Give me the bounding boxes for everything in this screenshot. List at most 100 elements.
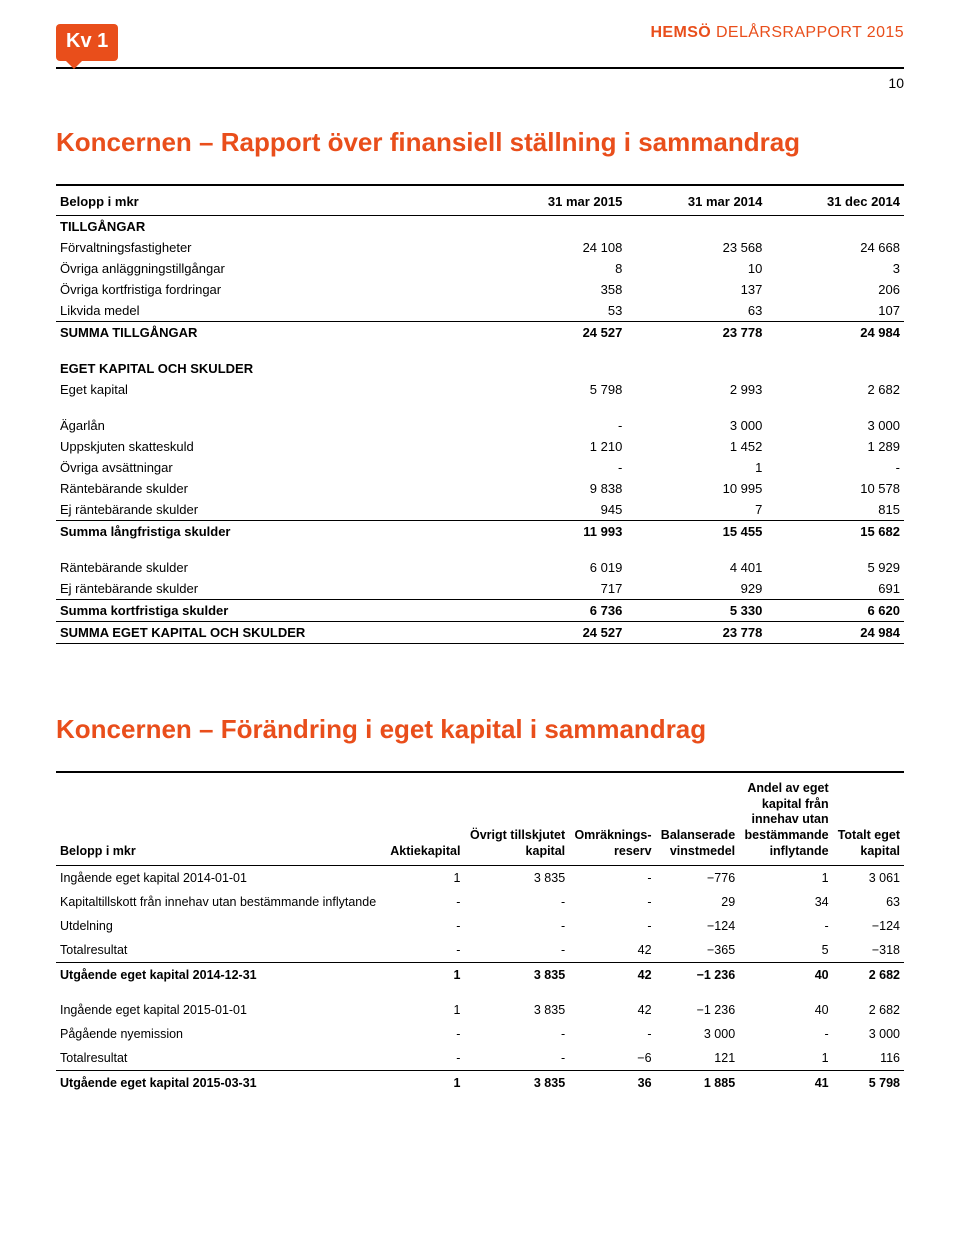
table-cell: - xyxy=(385,1022,464,1046)
table-cell: 24 108 xyxy=(486,237,626,258)
table-cell: 5 929 xyxy=(766,542,904,578)
table-cell: 40 xyxy=(739,963,832,988)
table-cell xyxy=(766,343,904,379)
table-cell: −365 xyxy=(656,938,740,963)
equity-col-2: Övrigt tillskjutetkapital xyxy=(464,772,569,866)
table-cell: 63 xyxy=(626,300,766,322)
table-row: Ej räntebärande skulder9457815 xyxy=(56,499,904,521)
table-cell: 6 736 xyxy=(486,600,626,622)
table-cell: 3 000 xyxy=(656,1022,740,1046)
table-cell: 42 xyxy=(569,963,655,988)
table-row: Likvida medel5363107 xyxy=(56,300,904,322)
table-cell: 42 xyxy=(569,938,655,963)
table-cell: 10 xyxy=(626,258,766,279)
report-title: HEMSÖ DELÅRSRAPPORT 2015 xyxy=(650,24,904,42)
table-cell: - xyxy=(569,866,655,891)
equity-table: Belopp i mkrAktiekapitalÖvrigt tillskjut… xyxy=(56,771,904,1095)
table-row: Kapitaltillskott från innehav utan bestä… xyxy=(56,890,904,914)
table-cell: - xyxy=(569,914,655,938)
table-cell: Utgående eget kapital 2015-03-31 xyxy=(56,1071,385,1096)
table-cell: 2 682 xyxy=(833,963,904,988)
table-cell: 691 xyxy=(766,578,904,600)
table-cell: - xyxy=(486,457,626,478)
table-cell: Ingående eget kapital 2015-01-01 xyxy=(56,987,385,1022)
table-cell: 7 xyxy=(626,499,766,521)
table-cell: 40 xyxy=(739,987,832,1022)
table-cell: Likvida medel xyxy=(56,300,486,322)
table-cell: 358 xyxy=(486,279,626,300)
table-cell: Pågående nyemission xyxy=(56,1022,385,1046)
table-cell: - xyxy=(464,890,569,914)
table-row: SUMMA TILLGÅNGAR24 52723 77824 984 xyxy=(56,322,904,344)
balance-table-header-row: Belopp i mkr31 mar 201531 mar 201431 dec… xyxy=(56,185,904,216)
table-cell: 121 xyxy=(656,1046,740,1071)
table-cell: Totalresultat xyxy=(56,938,385,963)
table-cell: 3 835 xyxy=(464,963,569,988)
table-cell: −6 xyxy=(569,1046,655,1071)
table-cell: 24 527 xyxy=(486,622,626,644)
table-cell: 1 452 xyxy=(626,436,766,457)
table-cell: 107 xyxy=(766,300,904,322)
table-row: EGET KAPITAL OCH SKULDER xyxy=(56,343,904,379)
table-cell: - xyxy=(739,914,832,938)
table-cell: 3 835 xyxy=(464,866,569,891)
table-cell: 5 330 xyxy=(626,600,766,622)
table-cell: 24 984 xyxy=(766,322,904,344)
table-row: Förvaltningsfastigheter24 10823 56824 66… xyxy=(56,237,904,258)
table-cell: Eget kapital xyxy=(56,379,486,400)
table-cell: 815 xyxy=(766,499,904,521)
table-cell: Räntebärande skulder xyxy=(56,478,486,499)
balance-col-1: 31 mar 2015 xyxy=(486,185,626,216)
table-cell: 1 xyxy=(385,866,464,891)
table-cell: 15 455 xyxy=(626,521,766,543)
table-cell: Övriga avsättningar xyxy=(56,457,486,478)
table-cell: 42 xyxy=(569,987,655,1022)
table-cell: 23 778 xyxy=(626,322,766,344)
equity-col-3: Omräknings-reserv xyxy=(569,772,655,866)
table-cell: - xyxy=(464,1022,569,1046)
table-cell: Totalresultat xyxy=(56,1046,385,1071)
table-cell xyxy=(766,216,904,238)
table-cell: 2 682 xyxy=(833,987,904,1022)
table-cell: 15 682 xyxy=(766,521,904,543)
table-row: Ingående eget kapital 2014-01-0113 835-−… xyxy=(56,866,904,891)
report-name: DELÅRSRAPPORT 2015 xyxy=(716,24,904,41)
table-row: Uppskjuten skatteskuld1 2101 4521 289 xyxy=(56,436,904,457)
table-row: Ej räntebärande skulder717929691 xyxy=(56,578,904,600)
table-cell: 116 xyxy=(833,1046,904,1071)
table-row: Totalresultat--42−3655−318 xyxy=(56,938,904,963)
table-cell: - xyxy=(569,890,655,914)
table-cell: - xyxy=(385,890,464,914)
table-cell: 1 xyxy=(385,963,464,988)
table-cell: 4 401 xyxy=(626,542,766,578)
equity-col-5: Andel av egetkapital fråninnehav utanbes… xyxy=(739,772,832,866)
balance-table-body: TILLGÅNGARFörvaltningsfastigheter24 1082… xyxy=(56,216,904,644)
table-cell: Ingående eget kapital 2014-01-01 xyxy=(56,866,385,891)
page-header: Kv 1 HEMSÖ DELÅRSRAPPORT 2015 xyxy=(56,24,904,61)
table-cell: 24 984 xyxy=(766,622,904,644)
table-cell: 24 668 xyxy=(766,237,904,258)
table-row: Summa kortfristiga skulder6 7365 3306 62… xyxy=(56,600,904,622)
table-cell: 1 xyxy=(739,866,832,891)
table-cell: - xyxy=(464,1046,569,1071)
table-cell: Räntebärande skulder xyxy=(56,542,486,578)
table-row: Övriga anläggningstillgångar8103 xyxy=(56,258,904,279)
table-cell xyxy=(626,343,766,379)
table-cell: 1 xyxy=(626,457,766,478)
table-cell: 8 xyxy=(486,258,626,279)
table-cell: 53 xyxy=(486,300,626,322)
balance-col-2: 31 mar 2014 xyxy=(626,185,766,216)
table-cell xyxy=(626,216,766,238)
table-cell: 717 xyxy=(486,578,626,600)
table-cell: - xyxy=(385,938,464,963)
equity-table-header-row: Belopp i mkrAktiekapitalÖvrigt tillskjut… xyxy=(56,772,904,866)
table-cell: - xyxy=(739,1022,832,1046)
table-cell: −318 xyxy=(833,938,904,963)
table-cell: Utdelning xyxy=(56,914,385,938)
brand-name: HEMSÖ xyxy=(650,24,711,41)
table-cell: Ej räntebärande skulder xyxy=(56,578,486,600)
table-cell xyxy=(486,216,626,238)
table-cell: Övriga anläggningstillgångar xyxy=(56,258,486,279)
table-cell: SUMMA TILLGÅNGAR xyxy=(56,322,486,344)
table-row: Övriga avsättningar-1- xyxy=(56,457,904,478)
